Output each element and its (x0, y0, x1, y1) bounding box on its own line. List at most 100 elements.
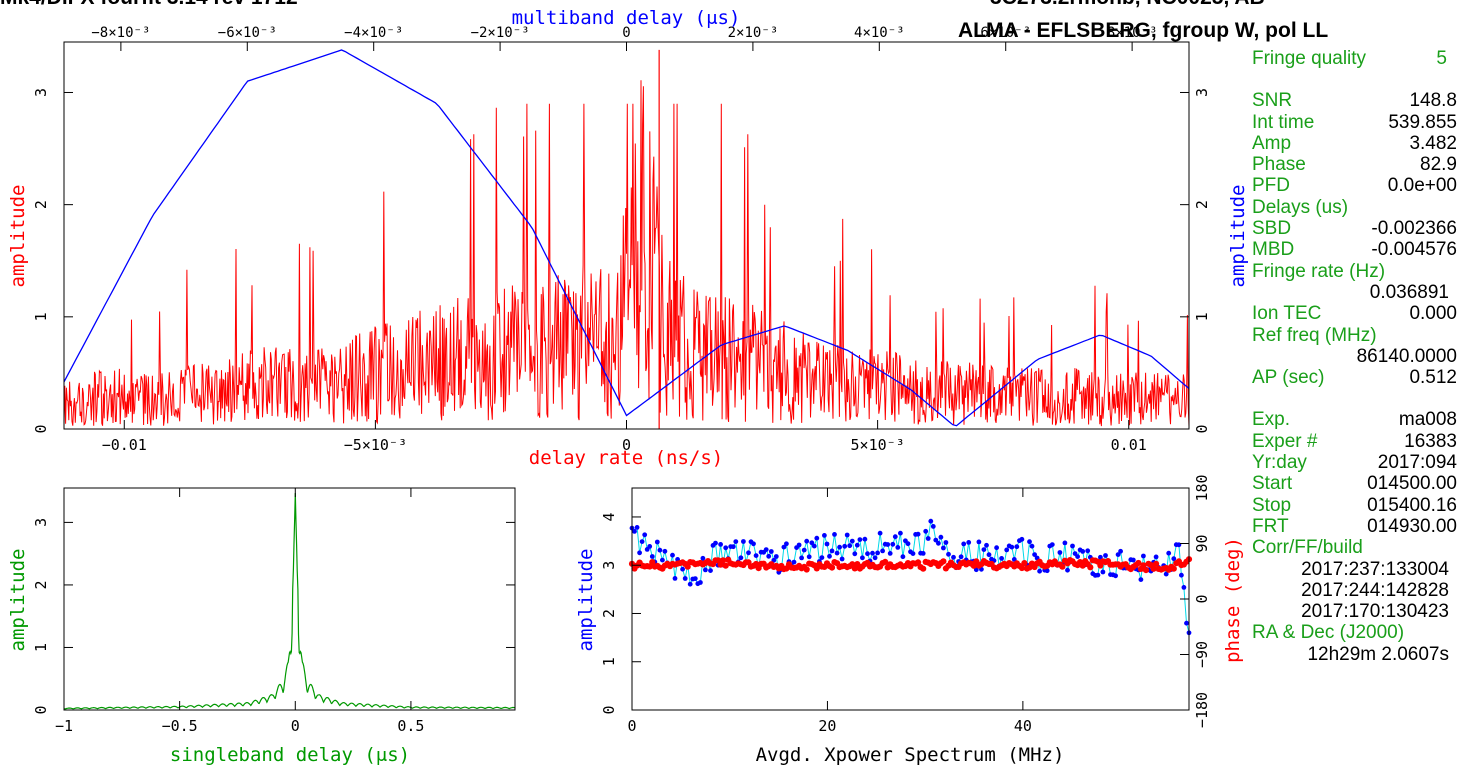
xpower-amplitude-point (819, 555, 825, 560)
xpower-amplitude-point (875, 550, 880, 556)
xpower-amplitude-point (796, 542, 802, 548)
fringe-quality-value: 5 (1436, 48, 1447, 69)
xpower-amplitude-point (687, 581, 693, 587)
xpower-phase-point (915, 559, 922, 566)
xpower-amplitude-point (672, 576, 678, 581)
xpower-amplitude-point (766, 553, 772, 559)
xpower-amplitude-point (801, 547, 807, 553)
xpower-amplitude-point (660, 557, 665, 563)
xpower-amplitude-point (662, 548, 668, 554)
xpower-amplitude-point (880, 548, 885, 554)
xpower-amplitude-point (670, 552, 675, 558)
xpower-amplitude-point (890, 541, 896, 547)
xpower-phase-point (920, 565, 927, 572)
xpower-amplitude-point (822, 533, 827, 538)
ap-value: 0.512 (1409, 367, 1457, 389)
sbd-label: SBD (1252, 218, 1292, 240)
xpower-amplitude-point (1029, 543, 1035, 549)
xpower-phase-point (1170, 565, 1177, 572)
xpower-amplitude-point (1004, 547, 1010, 553)
xpower-amplitude-point (986, 552, 992, 558)
xpower-phase-point (1021, 560, 1028, 567)
xpower-y-tick-label: 2 (600, 609, 618, 618)
xpower-amplitude-point (741, 539, 746, 544)
main-y-tick-label: 2 (32, 200, 50, 209)
xpower-phase-point (828, 564, 836, 571)
main-y-tick-label: 0 (32, 424, 50, 433)
main-x-tick-label: −5×10⁻³ (344, 436, 407, 454)
xpower-phase-point (1135, 559, 1142, 567)
singleband-delay-series (63, 492, 516, 710)
xpower-amplitude-point (900, 554, 906, 560)
xpower-amplitude-point (930, 524, 936, 529)
main-y2-tick-label: 3 (1193, 88, 1211, 97)
xpower-y2-tick-label: −90 (1193, 641, 1211, 668)
xpower-amplitude-point (1070, 543, 1075, 549)
corr-2: 2017:244:142828 (1301, 579, 1449, 601)
xpower-amplitude-point (1009, 544, 1015, 550)
xpower-amplitude-point (723, 545, 729, 551)
radec-label-row: RA & Dec (J2000) (1252, 622, 1457, 643)
start-value: 014500.00 (1367, 473, 1457, 495)
xpower-amplitude-point (892, 534, 898, 540)
xpower-amplitude-point (1080, 549, 1086, 554)
xpower-amplitude-point (829, 548, 835, 554)
xpower-y2-tick-label: 90 (1193, 534, 1211, 552)
stop-label: Stop (1252, 494, 1292, 516)
xpower-amplitude-point (1163, 571, 1169, 577)
main-y2-tick-label: 0 (1193, 424, 1211, 433)
main-x-tick-label: −0.01 (102, 436, 147, 454)
xpower-phase-point (1059, 563, 1066, 570)
main-y2-tick-label: 1 (1193, 312, 1211, 321)
xpower-amplitude-point (854, 542, 860, 548)
xpower-amplitude-point (1044, 568, 1050, 574)
xpower-y-axis-label: amplitude (575, 549, 597, 652)
amp-row: Amp 3.482 (1252, 133, 1457, 154)
main-y-axis-label: amplitude (7, 185, 29, 288)
xpower-amplitude-point (895, 545, 901, 550)
xpower-amplitude-point (1075, 554, 1080, 559)
xpower-phase-point (1087, 564, 1094, 571)
title-right-top: 3C273.2rmonb, NC0025, AB (990, 0, 1265, 10)
xpower-amplitude-point (958, 554, 964, 560)
xpower-amplitude-point (713, 540, 718, 546)
xpower-amplitude-point (842, 543, 848, 549)
xpower-amplitude-point (698, 580, 703, 585)
int-time-label: Int time (1252, 111, 1315, 133)
frt-value: 014930.00 (1367, 515, 1457, 537)
amp-value: 3.482 (1409, 132, 1457, 154)
xpower-y2-tick-label: 180 (1193, 474, 1211, 501)
xpower-amplitude-point (938, 534, 944, 540)
snr-row: SNR 148.8 (1252, 90, 1457, 111)
xpower-y2-axis-label: phase (deg) (1222, 537, 1244, 663)
sbd-value: -0.002366 (1371, 218, 1457, 240)
xpower-amplitude-point (809, 540, 815, 546)
xpower-amplitude-point (1179, 572, 1184, 578)
ion-tec-label: Ion TEC (1252, 303, 1322, 325)
ion-tec-value: 0.000 (1409, 303, 1457, 325)
xpower-amplitude-point (773, 554, 779, 559)
fringe-quality-label: Fringe quality (1252, 48, 1367, 69)
xpower-frame (631, 487, 1190, 711)
xpower-amplitude-point (877, 530, 883, 536)
xpower-amplitude-point (1019, 536, 1025, 542)
xpower-amplitude-point (718, 542, 723, 547)
xpower-amplitude-point (837, 544, 842, 550)
corr-label-row: Corr/FF/build (1252, 537, 1457, 558)
xpower-amplitude-point (811, 543, 817, 549)
fringe-rate-label: Fringe rate (Hz) (1252, 260, 1386, 282)
main-top-axis-label: multiband delay (μs) (512, 7, 741, 29)
xpower-amplitude-point (799, 555, 804, 561)
xpower-amplitude-point (751, 541, 756, 547)
main-x-axis-label: delay rate (ns/s) (529, 447, 723, 469)
xpower-amplitude-point (692, 576, 698, 581)
xpower-amplitude-point (941, 545, 946, 551)
phase-label: Phase (1252, 154, 1306, 176)
xpower-amplitude-point (703, 567, 708, 573)
xpower-amplitude-point (1085, 548, 1091, 554)
xpower-amplitude-point (915, 531, 921, 537)
xpower-amplitude-point (1171, 556, 1177, 562)
xpower-amplitude-point (781, 544, 787, 550)
xpower-amplitude-point (700, 555, 706, 561)
xpower-amplitude-point (1138, 577, 1144, 582)
